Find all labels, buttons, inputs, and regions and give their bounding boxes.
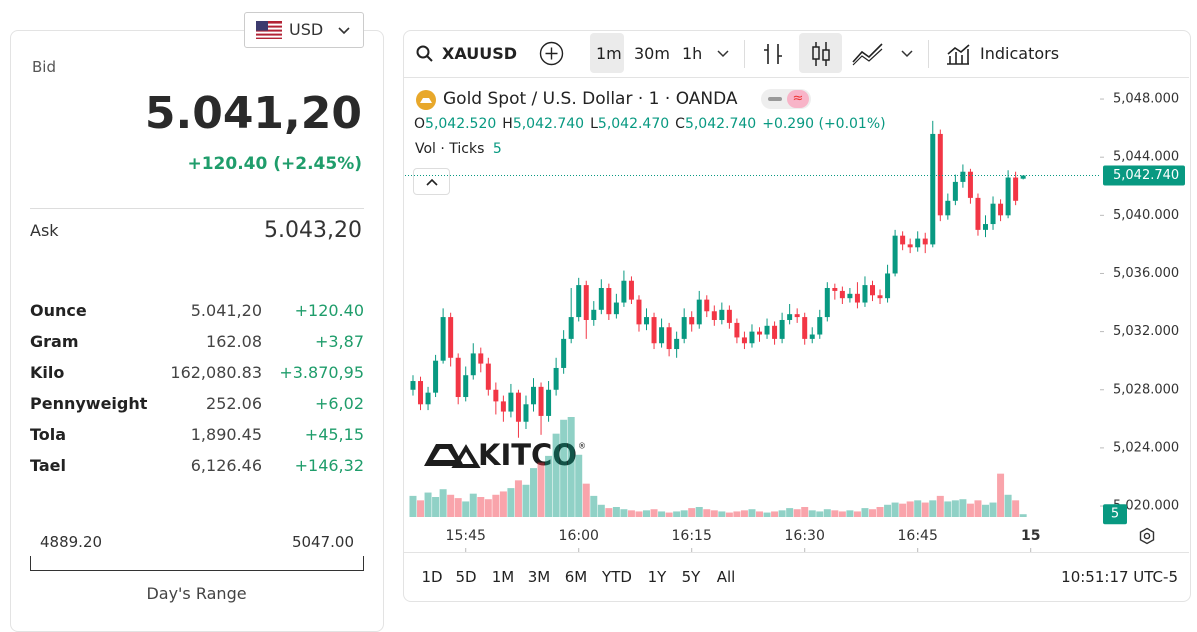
gold-icon — [416, 90, 436, 110]
volume-label: Vol · Ticks 5 — [415, 141, 502, 157]
collapse-button[interactable] — [413, 168, 450, 195]
range-high: 5047.00 — [291, 533, 354, 551]
range-label: Day's Range — [146, 584, 247, 603]
compare-icon[interactable] — [539, 41, 564, 66]
chevron[interactable] — [717, 50, 729, 58]
settings-icon[interactable] — [1138, 527, 1156, 545]
period-button[interactable]: 1Y — [647, 568, 667, 586]
legend-change: +0.290 (+0.01%) — [762, 116, 886, 132]
ohlc-value: 5,042.520 — [425, 116, 497, 132]
period-button[interactable]: 3M — [527, 568, 551, 586]
ohlc-key: L — [590, 116, 598, 132]
unit-change: +45,15 — [304, 425, 364, 444]
period-button[interactable]: All — [716, 568, 736, 586]
flag-icon — [256, 21, 282, 39]
legend-title: Gold Spot / U.S. Dollar · 1 · OANDA — [443, 89, 738, 109]
status-pill: ≈ — [761, 89, 811, 109]
ask-price: 5.043,20 — [264, 218, 362, 243]
volume-value: 5 — [492, 141, 502, 157]
indicators-icon[interactable] — [945, 42, 971, 66]
unit-change: +3.870,95 — [279, 363, 364, 382]
candles-icon[interactable] — [810, 41, 832, 67]
page: USD Bid 5.041,20 +120.40 (+2.45%) Ask 5.… — [10, 12, 1191, 632]
selected-interval-bg — [590, 33, 624, 73]
unit-change: +146,32 — [294, 456, 364, 475]
unit-change: +3,87 — [314, 332, 364, 351]
volume-title: Vol · Ticks — [415, 141, 485, 157]
period-button[interactable]: 1D — [421, 568, 443, 586]
symbol[interactable]: XAUUSD — [442, 44, 518, 63]
unit-change: +6,02 — [314, 394, 364, 413]
bid-change: +120.40 (+2.45%) — [187, 154, 362, 174]
period-button[interactable]: YTD — [602, 568, 632, 586]
ohlc-key: H — [502, 116, 513, 132]
selected-style-bg — [799, 33, 842, 73]
unit-name: Pennyweight — [30, 394, 148, 413]
quote-panel — [10, 30, 384, 632]
unit-price: 162.08 — [206, 332, 262, 351]
bid-price: 5.041,20 — [144, 88, 362, 139]
period-button[interactable]: 5D — [455, 568, 477, 586]
period-button[interactable]: 1M — [491, 568, 515, 586]
toolbar-divider — [404, 77, 1189, 78]
divider — [30, 208, 364, 209]
indicators-button[interactable]: Indicators — [980, 44, 1060, 63]
currency-label: USD — [289, 20, 324, 39]
clock: 10:51:17 UTC-5 — [1061, 568, 1178, 586]
unit-name: Tola — [30, 425, 67, 444]
ohlc-value: 5,042.740 — [512, 116, 585, 132]
ohlc-key: C — [675, 116, 685, 132]
ohlc-value: 5,042.470 — [597, 116, 670, 132]
ohlc-key: O — [414, 116, 426, 132]
bars-icon[interactable] — [762, 42, 784, 66]
bid-label: Bid — [32, 58, 56, 76]
unit-name: Gram — [30, 332, 79, 351]
ask-label: Ask — [30, 221, 59, 240]
unit-price: 1,890.45 — [190, 425, 262, 444]
separator — [928, 40, 929, 68]
currency-select[interactable]: USD — [244, 12, 364, 48]
interval[interactable]: 1h — [682, 44, 703, 63]
unit-price: 5.041,20 — [190, 301, 262, 320]
interval[interactable]: 30m — [634, 44, 670, 63]
chevron — [338, 27, 350, 35]
unit-price: 252.06 — [206, 394, 262, 413]
unit-name: Kilo — [30, 363, 65, 382]
unit-name: Ounce — [30, 301, 87, 320]
chevron[interactable] — [901, 50, 913, 58]
unit-price: 6,126.46 — [190, 456, 262, 475]
ohlc-value: 5,042.740 — [684, 116, 757, 132]
range-bar — [30, 556, 364, 571]
period-button[interactable]: 6M — [564, 568, 588, 586]
interval[interactable]: 1m — [596, 44, 622, 63]
unit-price: 162,080.83 — [170, 363, 262, 382]
unit-change: +120.40 — [294, 301, 364, 320]
period-button[interactable]: 5Y — [681, 568, 701, 586]
bottom-divider — [404, 552, 1189, 553]
unit-name: Tael — [30, 456, 66, 475]
area-icon[interactable] — [852, 42, 884, 66]
legend-ohlc: O5,042.520 H5,042.740 L5,042.470 C5,042.740… — [414, 116, 886, 132]
range-low: 4889.20 — [40, 533, 103, 551]
separator — [744, 40, 745, 68]
search-icon[interactable] — [416, 45, 434, 63]
